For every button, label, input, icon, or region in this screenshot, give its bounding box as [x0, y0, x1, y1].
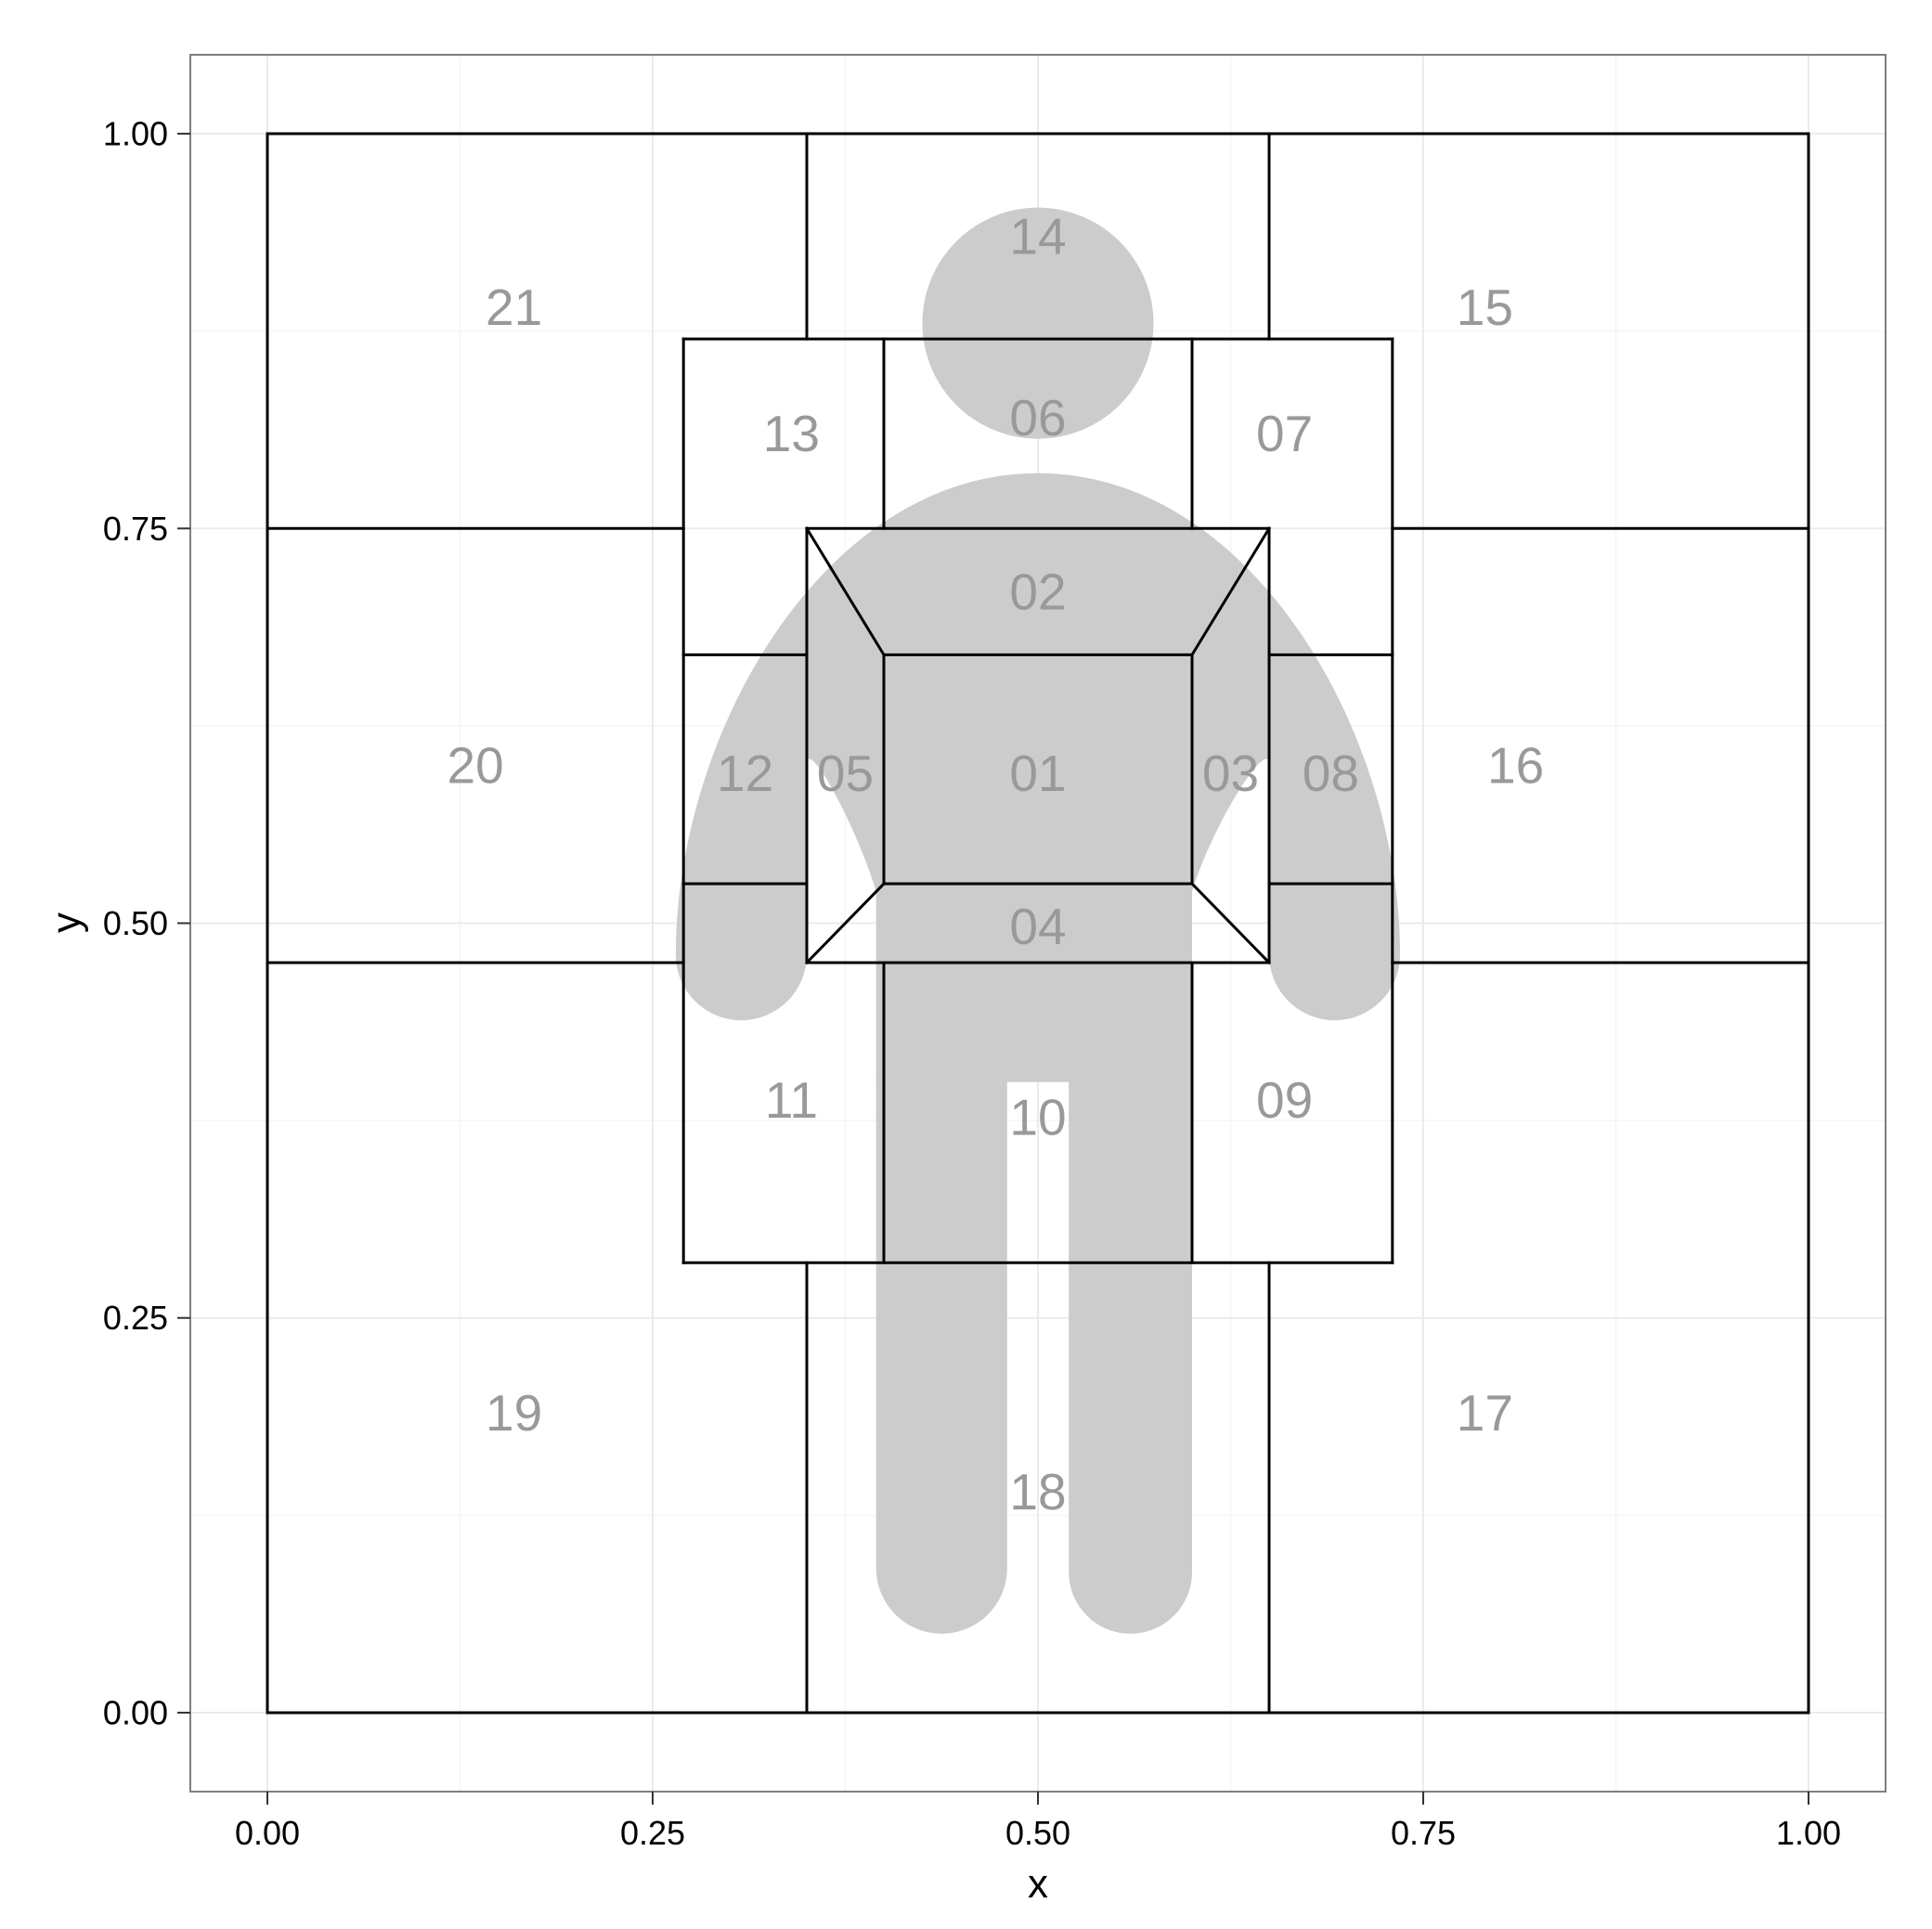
region-boundary: [1189, 881, 1272, 965]
region-label-21: 21: [486, 278, 542, 336]
region-label-13: 13: [763, 405, 820, 462]
region-label-20: 20: [447, 736, 504, 794]
region-label-06: 06: [1009, 389, 1066, 447]
y-tick-label: 0.25: [103, 1299, 168, 1337]
y-tick-label: 1.00: [103, 115, 168, 153]
region-boundary: [1189, 526, 1272, 657]
region-lines: [266, 132, 1810, 1715]
region-label-05: 05: [817, 744, 874, 802]
y-tick-label: 0.00: [103, 1693, 168, 1731]
region-label-12: 12: [717, 744, 773, 802]
y-axis: 0.00 0.25 0.50 0.75 1.00: [103, 115, 190, 1731]
x-axis: 0.00 0.25 0.50 0.75 1.00: [235, 1792, 1841, 1852]
region-label-11: 11: [765, 1071, 818, 1129]
region-label-08: 08: [1303, 744, 1359, 802]
region-label-10: 10: [1009, 1089, 1066, 1146]
region-boundary: [804, 881, 887, 965]
region-label-16: 16: [1487, 736, 1544, 794]
figure-leg-left: [875, 1079, 1007, 1634]
region-label-07: 07: [1256, 405, 1313, 462]
region-label-01: 01: [1009, 744, 1066, 802]
region-label-17: 17: [1457, 1384, 1513, 1442]
y-tick-label: 0.75: [103, 510, 168, 548]
x-axis-title: x: [1028, 1861, 1048, 1907]
figure-head: [922, 207, 1154, 439]
y-axis-title: y: [44, 913, 89, 933]
y-tick-label: 0.50: [103, 904, 168, 942]
region-label-19: 19: [486, 1384, 542, 1442]
region-label-18: 18: [1009, 1463, 1066, 1521]
region-labels: 01 02 03 04 05 06 07 08 09 10 11 12 13 14 15 16 17 18 19 20…: [447, 208, 1545, 1521]
figure-leg-right: [1069, 1079, 1192, 1634]
region-label-03: 03: [1202, 744, 1259, 802]
x-tick-label: 0.25: [620, 1814, 685, 1852]
x-tick-label: 0.50: [1005, 1814, 1070, 1852]
figure-hips: [875, 962, 1192, 1082]
region-label-14: 14: [1009, 208, 1066, 265]
region-label-09: 09: [1256, 1071, 1313, 1129]
x-tick-label: 1.00: [1776, 1814, 1841, 1852]
x-tick-label: 0.75: [1391, 1814, 1456, 1852]
region-boundary: [804, 526, 887, 657]
region-label-02: 02: [1009, 563, 1066, 620]
x-tick-label: 0.00: [235, 1814, 300, 1852]
region-label-04: 04: [1009, 898, 1066, 955]
region-label-15: 15: [1457, 278, 1513, 336]
